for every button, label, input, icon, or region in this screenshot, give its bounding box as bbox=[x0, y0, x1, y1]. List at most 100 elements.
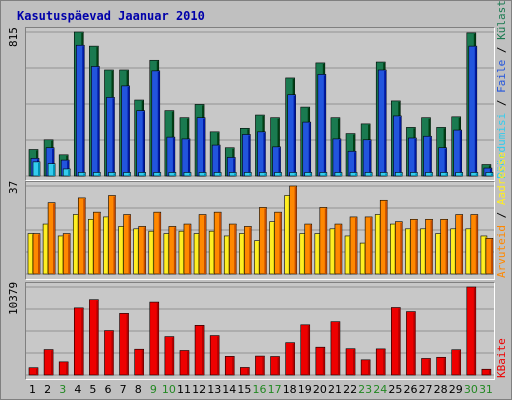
x-tick-label: 28 bbox=[433, 383, 448, 396]
hosts-bar-shade bbox=[128, 215, 131, 274]
hits-bar-shade bbox=[249, 173, 252, 176]
kbytes-bar-shade bbox=[36, 368, 38, 375]
kbytes-bar-shade bbox=[51, 350, 54, 375]
hosts-bar-shade bbox=[83, 198, 86, 274]
kbytes-bar-shade bbox=[413, 312, 416, 375]
hosts-bar-shade bbox=[158, 213, 161, 274]
x-tick-label: 12 bbox=[192, 383, 207, 396]
x-tick-label: 27 bbox=[418, 383, 433, 396]
kbytes-bar-shade bbox=[186, 351, 189, 375]
hosts-bar-shade bbox=[204, 215, 207, 274]
hosts-bar-shade bbox=[53, 203, 56, 274]
x-tick-label: 11 bbox=[177, 383, 192, 396]
visits-chart-panel bbox=[25, 27, 495, 181]
kbytes-bar-shade bbox=[307, 325, 310, 375]
hits-bar-shade bbox=[234, 173, 237, 176]
files-bar-shade bbox=[127, 86, 130, 176]
files-bar-shade bbox=[67, 161, 70, 176]
hosts-bar-shade bbox=[234, 225, 237, 274]
files-bar-shade bbox=[293, 95, 296, 176]
kbytes-bar-shade bbox=[111, 331, 114, 375]
x-tick-label: 22 bbox=[343, 383, 358, 396]
hits-bar-shade bbox=[324, 173, 327, 176]
hosts-bar-shade bbox=[219, 213, 222, 274]
kbytes-bar-shade bbox=[126, 314, 129, 375]
hosts-bar-shade bbox=[113, 196, 116, 274]
x-tick-label: 2 bbox=[44, 383, 52, 396]
kbytes-bar-shade bbox=[322, 348, 325, 375]
hits-bar-shade bbox=[279, 173, 282, 176]
panel1-ymax-label: 815 bbox=[7, 27, 20, 47]
files-bar-shade bbox=[474, 47, 477, 176]
hits-bar-shade bbox=[475, 173, 478, 176]
chart-title: Kasutuspäevad Jaanuar 2010 bbox=[17, 9, 205, 23]
hits-bar-shade bbox=[204, 173, 207, 176]
files-bar-shade bbox=[308, 123, 311, 176]
files-bar-shade bbox=[263, 132, 266, 176]
panel3-legend: KBaite bbox=[495, 282, 509, 378]
hosts-bar-shade bbox=[249, 227, 252, 274]
hosts-bar-shade bbox=[430, 220, 433, 274]
hits-bar bbox=[138, 172, 146, 177]
kbytes-bar bbox=[134, 348, 144, 376]
x-tick-label: 31 bbox=[478, 383, 493, 396]
hosts-bar-shade bbox=[445, 220, 448, 274]
x-tick-label: 21 bbox=[327, 383, 342, 396]
hits-bar-shade bbox=[339, 173, 342, 176]
hits-bar-shade bbox=[143, 173, 146, 176]
hosts-bar-shade bbox=[98, 213, 101, 274]
hits-bar-shade bbox=[83, 173, 86, 176]
kbytes-bar-shade bbox=[262, 357, 265, 375]
hits-bar-shade bbox=[309, 173, 312, 176]
kbytes-bar-shade bbox=[383, 349, 386, 375]
kbytes-bar-shade bbox=[398, 308, 401, 375]
kbytes-chart-svg bbox=[26, 286, 494, 376]
files-bar-shade bbox=[52, 148, 55, 176]
kbytes-bar-shade bbox=[81, 308, 84, 375]
kbytes-bar-shade bbox=[141, 350, 144, 375]
kbytes-bar-shade bbox=[247, 368, 250, 375]
hosts-bar-shade bbox=[415, 220, 418, 274]
files-bar-shade bbox=[384, 70, 387, 176]
hosts-bar-shade bbox=[460, 215, 463, 274]
hosts-bar-shade bbox=[490, 239, 493, 274]
files-bar-shade bbox=[142, 111, 145, 176]
kbytes-bar-shade bbox=[217, 336, 220, 375]
hits-bar-shade bbox=[68, 169, 71, 176]
x-tick-label: 18 bbox=[282, 383, 297, 396]
x-tick-label: 14 bbox=[222, 383, 237, 396]
x-tick-label: 23 bbox=[358, 383, 373, 396]
legend-entry: Külastajaid bbox=[495, 0, 508, 40]
files-bar-shade bbox=[278, 147, 281, 176]
hosts-bar bbox=[274, 211, 282, 275]
kbytes-bar-shade bbox=[428, 359, 431, 375]
legend-entry: Aadresse bbox=[495, 152, 508, 206]
hosts-bar-shade bbox=[173, 227, 176, 274]
kbytes-bar-shade bbox=[202, 326, 205, 375]
hits-bar-shade bbox=[400, 173, 403, 176]
hits-bar bbox=[274, 172, 282, 177]
files-bar-shade bbox=[187, 139, 190, 176]
hits-bar-shade bbox=[113, 173, 116, 176]
hits-bar-shade bbox=[53, 164, 56, 176]
files-bar-shade bbox=[444, 148, 447, 176]
files-bar-shade bbox=[157, 71, 160, 176]
legend-entry: KBaite bbox=[495, 338, 508, 378]
hosts-bar-shade bbox=[355, 217, 358, 274]
hits-bar-shade bbox=[415, 173, 418, 176]
files-bar-shade bbox=[233, 158, 236, 176]
files-bar-shade bbox=[112, 98, 115, 176]
hosts-bar-shade bbox=[475, 215, 478, 274]
hosts-bar-shade bbox=[370, 217, 373, 274]
x-tick-label: 17 bbox=[267, 383, 282, 396]
hits-bar-shade bbox=[430, 173, 433, 176]
hosts-bar-shade bbox=[38, 234, 40, 274]
kbytes-bar-shade bbox=[473, 288, 476, 375]
hosts-bar-shade bbox=[309, 225, 312, 274]
hits-bar-shade bbox=[188, 173, 191, 176]
files-bar-shade bbox=[97, 67, 100, 176]
kbytes-bar-shade bbox=[171, 337, 174, 375]
files-bar-shade bbox=[82, 46, 85, 177]
files-bar-shade bbox=[459, 131, 462, 176]
legend-separator: / bbox=[495, 205, 508, 226]
